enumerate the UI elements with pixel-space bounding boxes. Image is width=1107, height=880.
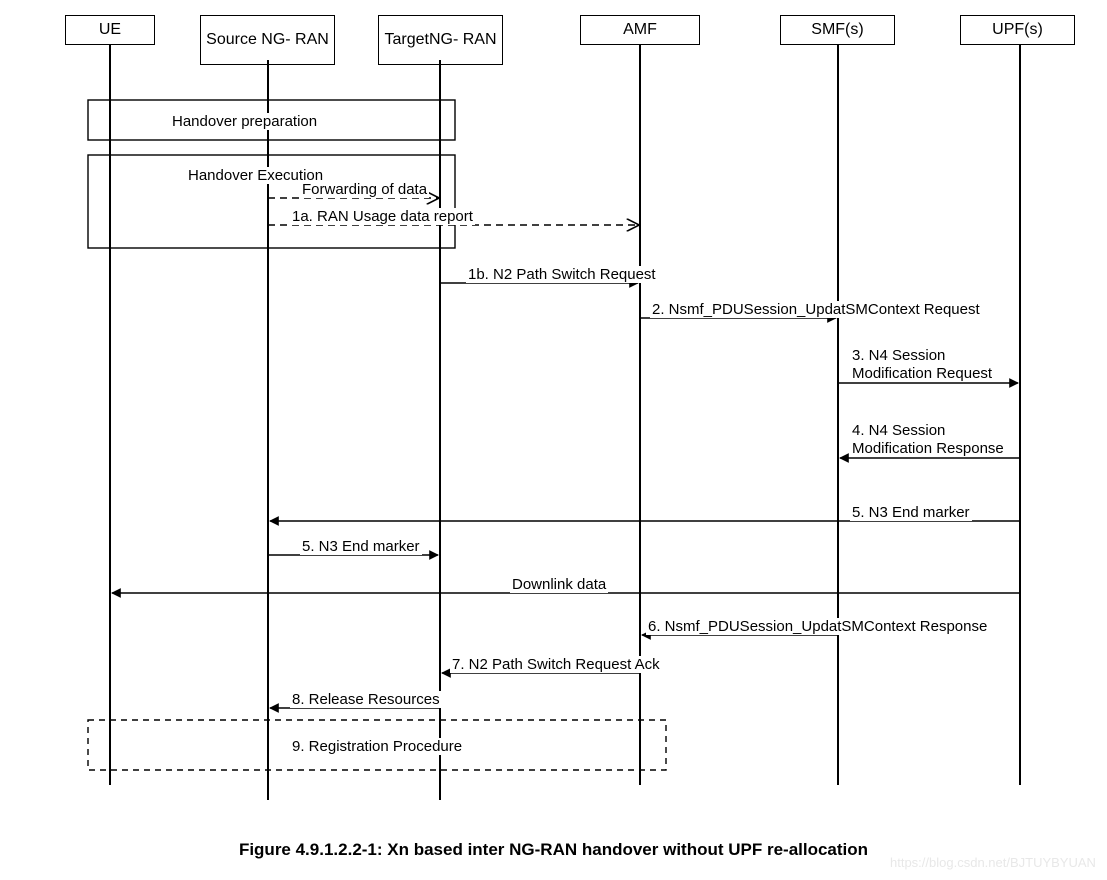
msg-nsmf-update-req: 2. Nsmf_PDUSession_UpdatSMContext Reques… [650, 301, 982, 318]
watermark: https://blog.csdn.net/BJTUYBYUAN [890, 855, 1096, 870]
lifeline-smf [837, 45, 839, 785]
lifeline-amf [639, 45, 641, 785]
participant-upf: UPF(s) [960, 15, 1075, 45]
lifeline-ue [109, 45, 111, 785]
msg-nsmf-update-resp: 6. Nsmf_PDUSession_UpdatSMContext Respon… [646, 618, 989, 635]
participant-label: SMF(s) [811, 20, 863, 39]
sequence-diagram: { "title": "Figure 4.9.1.2.2-1: Xn based… [0, 0, 1107, 880]
phase-label-handover-preparation: Handover preparation [170, 113, 319, 130]
msg-n2-path-switch-req: 1b. N2 Path Switch Request [466, 266, 658, 283]
participant-source-ng-ran: Source NG- RAN [200, 15, 335, 65]
participant-ue: UE [65, 15, 155, 45]
participant-target-ng-ran: TargetNG- RAN [378, 15, 503, 65]
participant-label: AMF [623, 20, 657, 39]
msg-n3-end-marker-1: 5. N3 End marker [850, 504, 972, 521]
msg-n2-path-switch-ack: 7. N2 Path Switch Request Ack [450, 656, 662, 673]
phase-label-registration: 9. Registration Procedure [290, 738, 464, 755]
msg-n4-mod-req-1: 3. N4 Session [850, 347, 947, 364]
lifeline-tgt [439, 60, 441, 800]
msg-release-resources: 8. Release Resources [290, 691, 442, 708]
participant-label: UPF(s) [992, 20, 1043, 39]
msg-n4-mod-req-2: Modification Request [850, 365, 994, 382]
msg-ran-usage-report: 1a. RAN Usage data report [290, 208, 475, 225]
msg-downlink-data: Downlink data [510, 576, 608, 593]
participant-smf: SMF(s) [780, 15, 895, 45]
participant-label: UE [99, 20, 121, 39]
participant-amf: AMF [580, 15, 700, 45]
msg-n4-mod-resp-1: 4. N4 Session [850, 422, 947, 439]
msg-forwarding-of-data: Forwarding of data [300, 181, 429, 198]
msg-n4-mod-resp-2: Modification Response [850, 440, 1006, 457]
participant-label: Source NG- RAN [206, 30, 329, 49]
participant-label: TargetNG- RAN [384, 30, 496, 49]
lifeline-upf [1019, 45, 1021, 785]
msg-n3-end-marker-2: 5. N3 End marker [300, 538, 422, 555]
